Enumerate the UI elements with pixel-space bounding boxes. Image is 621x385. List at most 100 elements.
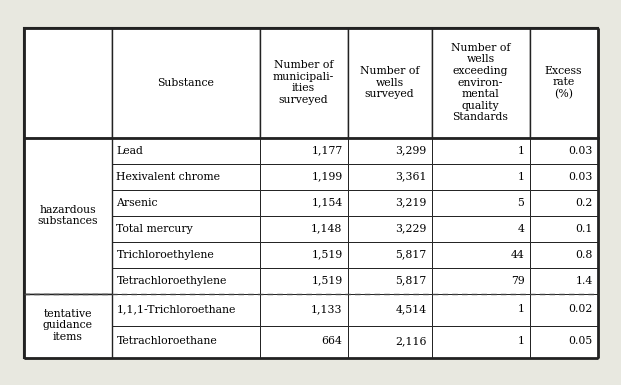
Bar bbox=[24, 268, 112, 293]
Bar bbox=[530, 189, 597, 216]
Bar bbox=[348, 241, 432, 268]
Bar bbox=[112, 216, 260, 241]
Bar bbox=[260, 293, 348, 325]
Text: 0.03: 0.03 bbox=[568, 146, 592, 156]
Text: 0.05: 0.05 bbox=[568, 336, 592, 346]
Text: Number of
wells
exceeding
environ-
mental
quality
Standards: Number of wells exceeding environ- menta… bbox=[451, 43, 510, 122]
Bar bbox=[530, 241, 597, 268]
Bar bbox=[24, 241, 112, 268]
Bar bbox=[24, 293, 112, 358]
Text: 0.2: 0.2 bbox=[575, 198, 592, 208]
Text: 1,199: 1,199 bbox=[311, 171, 343, 181]
Bar bbox=[530, 27, 597, 137]
Bar bbox=[432, 164, 530, 189]
Bar bbox=[432, 325, 530, 358]
Bar bbox=[530, 268, 597, 293]
Text: Hexivalent chrome: Hexivalent chrome bbox=[117, 171, 220, 181]
Text: 5: 5 bbox=[518, 198, 525, 208]
Text: 3,229: 3,229 bbox=[395, 224, 427, 233]
Bar bbox=[260, 27, 348, 137]
Text: 5,817: 5,817 bbox=[395, 276, 427, 286]
Text: Number of
municipali-
ities
surveyed: Number of municipali- ities surveyed bbox=[273, 60, 334, 105]
Text: 2,116: 2,116 bbox=[395, 336, 427, 346]
Bar bbox=[112, 325, 260, 358]
Bar bbox=[530, 164, 597, 189]
Bar bbox=[112, 137, 260, 164]
Text: Total mercury: Total mercury bbox=[117, 224, 193, 233]
Bar bbox=[260, 164, 348, 189]
Text: Number of
wells
surveyed: Number of wells surveyed bbox=[360, 66, 419, 99]
Bar bbox=[432, 216, 530, 241]
Bar bbox=[432, 293, 530, 325]
Text: 0.8: 0.8 bbox=[575, 249, 592, 259]
Text: Trichloroethylene: Trichloroethylene bbox=[117, 249, 214, 259]
Text: 0.1: 0.1 bbox=[575, 224, 592, 233]
Text: 1,177: 1,177 bbox=[311, 146, 343, 156]
Text: Tetrachloroethane: Tetrachloroethane bbox=[117, 336, 217, 346]
Bar bbox=[348, 27, 432, 137]
Text: Excess
rate
(%): Excess rate (%) bbox=[545, 66, 582, 99]
Text: 1,1,1-Trichloroethane: 1,1,1-Trichloroethane bbox=[117, 305, 236, 315]
Bar bbox=[24, 293, 112, 325]
Bar bbox=[348, 137, 432, 164]
Text: 3,361: 3,361 bbox=[395, 171, 427, 181]
Bar bbox=[432, 241, 530, 268]
Text: 3,219: 3,219 bbox=[395, 198, 427, 208]
Text: 1: 1 bbox=[517, 171, 525, 181]
Bar bbox=[112, 293, 260, 325]
Text: 1,133: 1,133 bbox=[311, 305, 343, 315]
Bar bbox=[530, 293, 597, 325]
Bar bbox=[530, 325, 597, 358]
Text: tentative
guidance
items: tentative guidance items bbox=[42, 309, 93, 342]
Bar bbox=[260, 189, 348, 216]
Bar bbox=[260, 216, 348, 241]
Text: 1: 1 bbox=[517, 305, 525, 315]
Text: 3,299: 3,299 bbox=[395, 146, 427, 156]
Bar bbox=[24, 137, 112, 164]
Text: 4,514: 4,514 bbox=[396, 305, 427, 315]
Text: 5,817: 5,817 bbox=[395, 249, 427, 259]
Text: 1,519: 1,519 bbox=[311, 249, 343, 259]
Text: 0.02: 0.02 bbox=[568, 305, 592, 315]
Text: Lead: Lead bbox=[117, 146, 143, 156]
Bar bbox=[348, 325, 432, 358]
Bar bbox=[24, 216, 112, 241]
Bar bbox=[24, 137, 112, 293]
Bar bbox=[348, 189, 432, 216]
Text: 79: 79 bbox=[510, 276, 525, 286]
Bar bbox=[432, 189, 530, 216]
Bar bbox=[24, 164, 112, 189]
Text: Tetrachloroethylene: Tetrachloroethylene bbox=[117, 276, 227, 286]
Bar bbox=[530, 216, 597, 241]
Bar bbox=[432, 137, 530, 164]
Bar bbox=[348, 293, 432, 325]
Bar bbox=[348, 164, 432, 189]
Text: 1,154: 1,154 bbox=[311, 198, 343, 208]
Bar bbox=[530, 137, 597, 164]
Bar bbox=[260, 325, 348, 358]
Bar bbox=[432, 27, 530, 137]
Text: 44: 44 bbox=[510, 249, 525, 259]
Bar bbox=[348, 268, 432, 293]
Text: Arsenic: Arsenic bbox=[117, 198, 158, 208]
Bar bbox=[260, 268, 348, 293]
Bar bbox=[24, 189, 112, 216]
Bar bbox=[260, 241, 348, 268]
Bar bbox=[24, 325, 112, 358]
Bar bbox=[24, 27, 597, 358]
Text: 664: 664 bbox=[322, 336, 343, 346]
Text: 4: 4 bbox=[518, 224, 525, 233]
Text: hazardous
substances: hazardous substances bbox=[37, 205, 97, 226]
Bar bbox=[112, 27, 260, 137]
Text: 0.03: 0.03 bbox=[568, 171, 592, 181]
Text: 1: 1 bbox=[517, 146, 525, 156]
Text: 1,519: 1,519 bbox=[311, 276, 343, 286]
Bar bbox=[112, 268, 260, 293]
Bar bbox=[112, 164, 260, 189]
Text: 1: 1 bbox=[517, 336, 525, 346]
Text: Substance: Substance bbox=[157, 77, 214, 87]
Bar bbox=[432, 268, 530, 293]
Text: 1.4: 1.4 bbox=[575, 276, 592, 286]
Bar bbox=[24, 27, 112, 137]
Text: 1,148: 1,148 bbox=[311, 224, 343, 233]
